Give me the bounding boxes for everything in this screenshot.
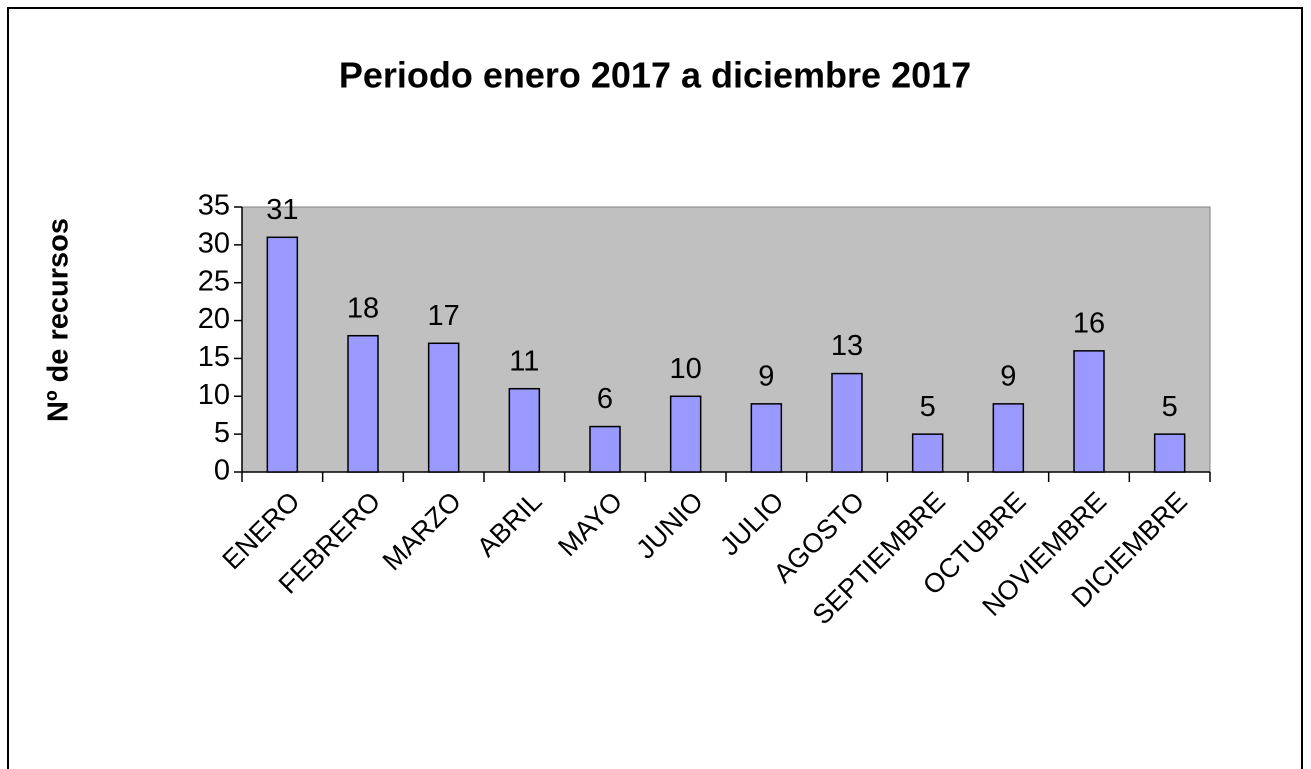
- y-tick-label: 25: [198, 265, 230, 297]
- bar: [669, 395, 702, 473]
- bar: [508, 387, 541, 473]
- data-label: 16: [1073, 308, 1105, 340]
- data-label: 9: [1000, 361, 1016, 393]
- bar: [831, 372, 863, 473]
- y-tick-label: 15: [198, 341, 230, 373]
- bar: [266, 236, 299, 473]
- bar: [1073, 350, 1105, 473]
- bar: [750, 403, 783, 473]
- bar: [347, 334, 379, 473]
- data-label: 10: [670, 353, 702, 385]
- data-label: 6: [597, 383, 613, 415]
- bar: [992, 403, 1025, 473]
- y-axis-label: Nº de recursos: [43, 218, 75, 422]
- data-label: 18: [347, 292, 379, 324]
- chart-title: Periodo enero 2017 a diciembre 2017: [339, 55, 971, 96]
- data-label: 17: [428, 300, 460, 332]
- data-label: 13: [831, 330, 863, 362]
- data-label: 5: [1162, 391, 1178, 423]
- y-tick-label: 35: [198, 190, 230, 222]
- y-tick-label: 20: [198, 303, 230, 335]
- data-label: 9: [758, 361, 774, 393]
- bar: [589, 425, 621, 473]
- data-label: 11: [509, 345, 539, 377]
- bar: [1153, 433, 1186, 473]
- bar: [911, 433, 944, 473]
- data-label: 31: [266, 194, 298, 226]
- y-tick-label: 30: [198, 228, 230, 260]
- y-tick-label: 0: [214, 455, 230, 487]
- y-tick-label: 10: [198, 379, 230, 411]
- plot-area: [241, 206, 1211, 473]
- y-tick-label: 5: [214, 417, 230, 449]
- bar: [427, 342, 460, 473]
- data-label: 5: [920, 391, 936, 423]
